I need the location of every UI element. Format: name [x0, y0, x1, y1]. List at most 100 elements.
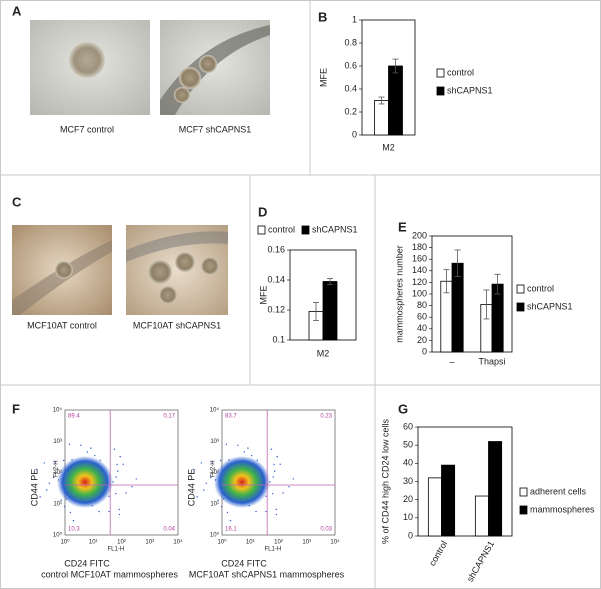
event-dot: [214, 479, 217, 481]
error-bar: [327, 278, 333, 285]
event-dot: [219, 459, 222, 462]
quadrant-value: 0.23: [320, 414, 332, 420]
event-dot: [85, 502, 87, 504]
event-dot: [115, 476, 117, 478]
y-tick-label: 0: [422, 346, 427, 356]
event-dot: [122, 463, 124, 465]
y-tick-label: 20: [417, 335, 427, 345]
event-cloud: [57, 456, 113, 508]
legend-swatch: [436, 86, 445, 96]
x-tick-label: 10¹: [246, 540, 255, 546]
quadrant-value: 0.17: [163, 414, 175, 420]
bar: [388, 65, 403, 136]
event-dot: [211, 462, 213, 464]
error-bar: [494, 273, 501, 295]
event-dot: [80, 444, 82, 447]
event-dot: [203, 489, 205, 491]
y-tick-label: 0.14: [267, 274, 285, 284]
event-dot: [275, 513, 278, 516]
legend-label: control: [268, 224, 295, 234]
legend-label: shCAPNS1: [527, 301, 573, 311]
x-tick-label: shCAPNS1: [465, 539, 496, 583]
y-tick-label: 40: [417, 323, 427, 333]
panel-label: B: [318, 9, 327, 24]
x-tick-label: 10¹: [89, 540, 98, 546]
event-dot: [53, 476, 55, 479]
event-dot: [269, 481, 271, 483]
image-caption: MCF10AT shCAPNS1: [133, 320, 221, 330]
bar: [488, 441, 503, 537]
y-tick-label: 1: [352, 14, 357, 24]
legend-swatch: [436, 68, 445, 78]
x-channel: FL1-H: [265, 547, 282, 553]
event-dot: [108, 495, 110, 497]
error-bar: [483, 289, 490, 320]
event-dot: [46, 489, 48, 491]
legend-label: control: [527, 283, 554, 293]
y-tick-label: 30: [403, 476, 413, 486]
y-tick-label: 0: [408, 530, 413, 540]
y-tick-label: 20: [403, 494, 413, 504]
event-dot: [222, 498, 225, 500]
event-dot: [192, 468, 194, 471]
event-dot: [220, 505, 223, 508]
event-cloud: [214, 456, 270, 508]
x-tick-label: 10⁰: [217, 539, 227, 546]
event-dot: [276, 455, 278, 458]
x-tick-label: 10²: [274, 540, 283, 546]
y-tick-label: 10³: [53, 439, 62, 445]
y-tick-label: 10⁴: [210, 407, 220, 414]
y-axis-label: % of CD44 high CD24 low cells: [380, 418, 390, 544]
event-dot: [68, 443, 71, 446]
y-axis-label: CD44 PE: [29, 469, 39, 507]
event-dot: [251, 454, 253, 457]
error-bar: [443, 269, 450, 294]
y-tick-label: 0.8: [344, 37, 357, 47]
y-axis-label: CD44 PE: [186, 469, 196, 507]
event-dot: [255, 510, 257, 513]
panel-label: E: [398, 219, 407, 234]
event-dot: [221, 492, 224, 495]
y-tick-label: 0.6: [344, 60, 357, 70]
event-dot: [54, 462, 56, 464]
event-dot: [275, 508, 277, 511]
y-tick-label: 10⁴: [53, 407, 63, 414]
event-dot: [135, 478, 137, 480]
y-tick-label: 50: [403, 440, 413, 450]
event-dot: [272, 476, 274, 478]
event-dot: [99, 459, 101, 461]
y-tick-label: 10¹: [53, 501, 62, 507]
y-tick-label: 60: [417, 312, 427, 322]
quadrant-value: 10.3: [68, 527, 80, 533]
y-channel: FL2-H: [54, 460, 60, 477]
quadrant-value: 0.03: [320, 527, 332, 533]
x-tick-label: 10⁰: [60, 539, 70, 546]
event-dot: [60, 499, 62, 501]
event-dot: [265, 495, 267, 497]
event-dot: [119, 455, 121, 458]
x-axis-label: CD24 FITC: [221, 558, 267, 568]
legend-swatch: [519, 487, 528, 497]
legend-swatch: [301, 225, 310, 235]
event-dot: [242, 502, 244, 504]
error-bar: [313, 302, 319, 321]
error-bar: [392, 58, 399, 74]
panel-label: D: [258, 204, 267, 219]
event-dot: [118, 513, 121, 516]
y-tick-label: 10⁰: [53, 532, 63, 539]
y-tick-label: 140: [412, 265, 427, 275]
event-dot: [217, 499, 219, 501]
y-tick-label: 0.16: [267, 244, 285, 254]
event-dot: [115, 492, 117, 495]
event-dot: [272, 492, 274, 495]
event-dot: [35, 468, 37, 471]
y-tick-label: 0.2: [344, 106, 357, 116]
y-tick-label: 60: [403, 421, 413, 431]
event-dot: [292, 478, 294, 480]
x-tick-label: 10³: [302, 540, 311, 546]
image-caption: MCF7 shCAPNS1: [179, 124, 252, 134]
y-tick-label: 0.1: [272, 334, 285, 344]
x-tick-label: Thapsi: [478, 356, 505, 366]
legend-swatch: [257, 225, 266, 235]
y-tick-label: 10⁰: [210, 532, 220, 539]
